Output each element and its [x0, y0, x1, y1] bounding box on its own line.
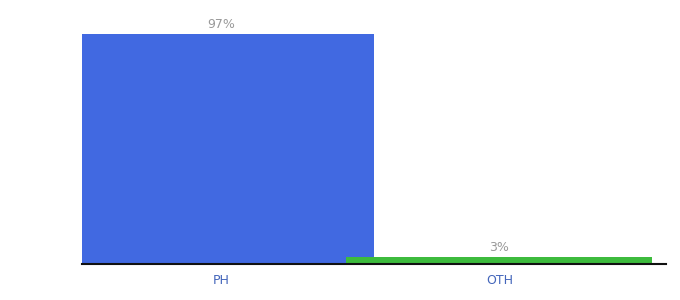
Text: 3%: 3% [490, 241, 509, 254]
Text: 97%: 97% [207, 18, 235, 31]
Bar [68, 34, 374, 264]
Bar [346, 257, 653, 264]
